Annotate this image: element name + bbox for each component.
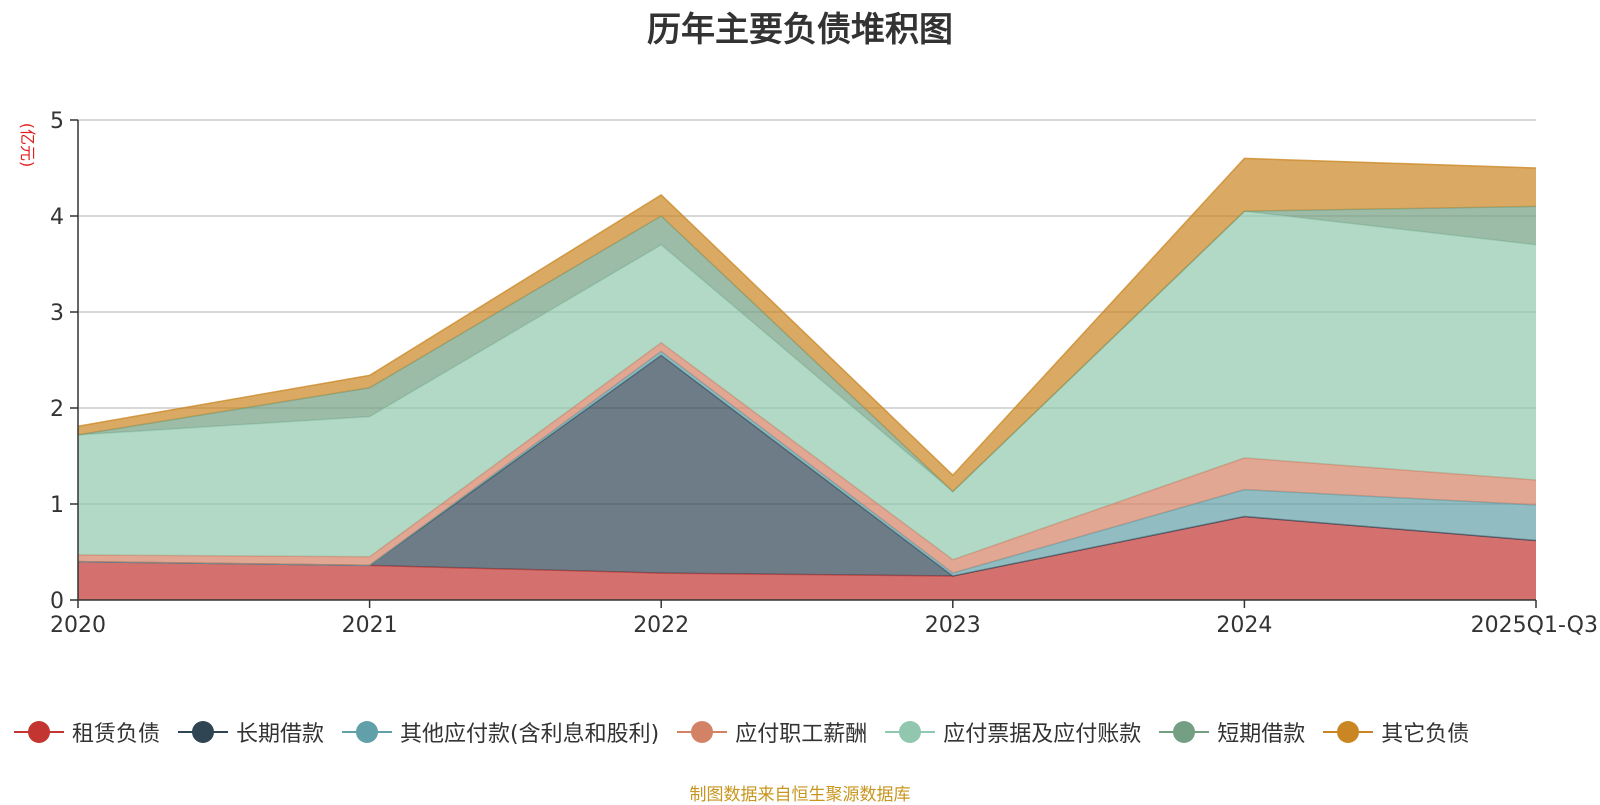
area-series (78, 158, 1536, 492)
legend-label: 应付票据及应付账款 (943, 722, 1142, 747)
legend-marker (1323, 719, 1374, 745)
legend-item[interactable]: 其它负债 (1323, 716, 1469, 748)
y-tick-label: 0 (50, 589, 64, 614)
x-tick-label: 2020 (50, 613, 106, 638)
legend-marker (677, 719, 728, 745)
area-series (78, 342, 1536, 574)
source-note: 制图数据来自恒生聚源数据库 (689, 785, 911, 805)
y-tick-label: 4 (50, 205, 64, 230)
chart-legend: 租赁负债 长期借款 其他应付款(含利息和股利) 应付职工薪酬 应付票据及应付账款 短期借款… (14, 712, 1487, 752)
legend-item[interactable]: 长期借款 (178, 716, 324, 748)
y-axis-label: (亿元) (18, 123, 37, 168)
area-series (78, 351, 1536, 576)
x-tick-label: 2022 (633, 613, 689, 638)
legend-marker (885, 719, 936, 745)
y-tick-label: 3 (50, 301, 64, 326)
legend-item[interactable]: 短期借款 (1159, 716, 1305, 748)
x-tick-label: 2021 (342, 613, 398, 638)
legend-item[interactable]: 应付职工薪酬 (677, 716, 867, 748)
y-tick-label: 1 (50, 493, 64, 518)
legend-item[interactable]: 租赁负债 (14, 716, 160, 748)
x-tick-label: 2024 (1216, 613, 1272, 638)
y-tick-label: 2 (50, 397, 64, 422)
legend-item[interactable]: 应付票据及应付账款 (885, 716, 1141, 748)
x-tick-label: 2023 (925, 613, 981, 638)
legend-label: 应付职工薪酬 (735, 722, 868, 747)
x-tick-label: 2025Q1-Q3 (1471, 613, 1598, 638)
legend-marker (1159, 719, 1210, 745)
legend-marker (14, 719, 64, 745)
legend-label: 其他应付款(含利息和股利) (400, 722, 660, 747)
legend-marker (342, 719, 393, 745)
legend-label: 长期借款 (236, 722, 325, 747)
chart-title: 历年主要负债堆积图 (647, 10, 953, 50)
area-series-edge (77, 157, 1537, 477)
y-tick-label: 5 (50, 109, 64, 134)
legend-marker (178, 719, 229, 745)
area-series (78, 211, 1536, 560)
area-series (78, 516, 1536, 600)
legend-label: 其它负债 (1381, 722, 1470, 747)
legend-item[interactable]: 其他应付款(含利息和股利) (342, 716, 659, 748)
legend-label: 短期借款 (1217, 722, 1306, 747)
legend-label: 租赁负债 (72, 722, 161, 747)
